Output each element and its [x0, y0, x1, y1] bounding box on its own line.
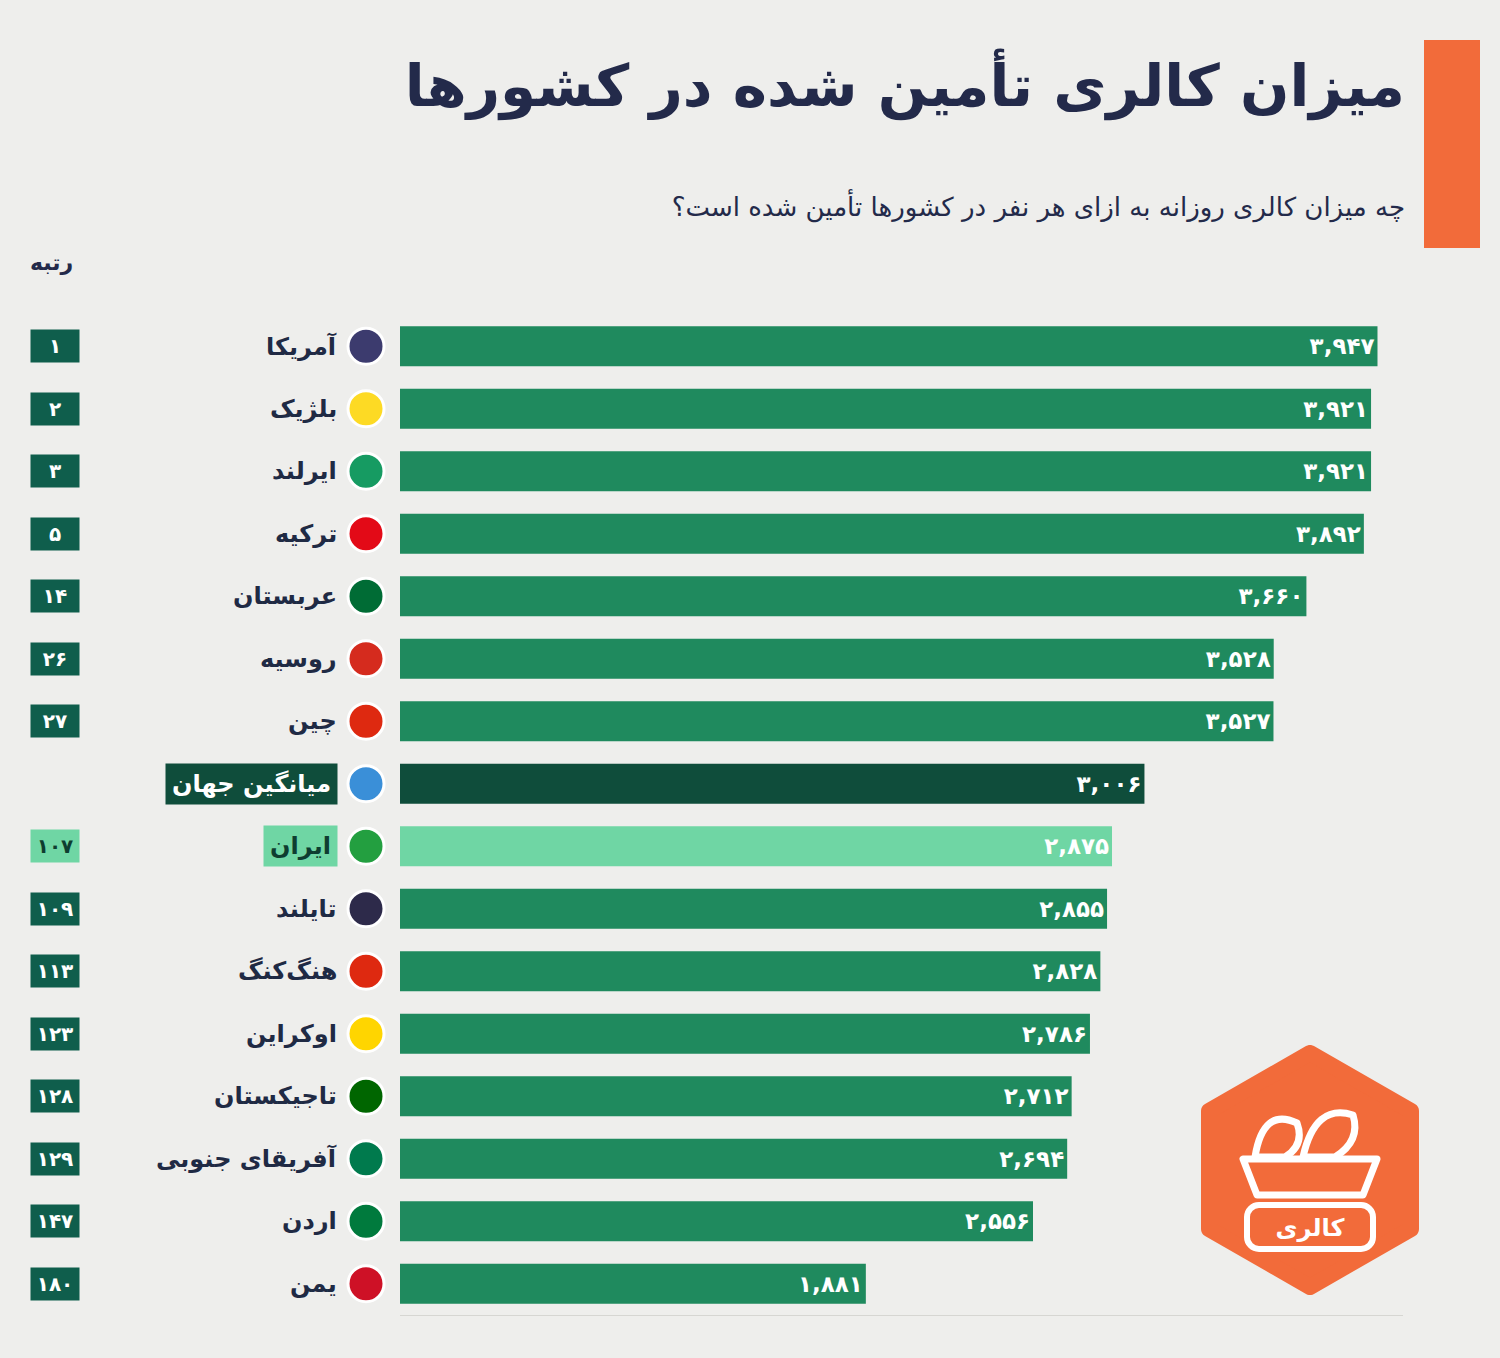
svg-text:کالری: کالری — [1276, 1214, 1345, 1242]
svg-text:بلژیک: بلژیک — [270, 395, 337, 423]
svg-text:۱۸۰: ۱۸۰ — [37, 1272, 74, 1296]
svg-text:۳,۵۲۸: ۳,۵۲۸ — [1206, 646, 1271, 672]
svg-text:۳,۵۲۷: ۳,۵۲۷ — [1206, 708, 1271, 734]
svg-text:۱,۸۸۱: ۱,۸۸۱ — [798, 1271, 863, 1297]
svg-text:ترکیه: ترکیه — [275, 520, 337, 548]
svg-text:۲,۸۵۵: ۲,۸۵۵ — [1039, 896, 1104, 922]
svg-text:۳,۹۲۱: ۳,۹۲۱ — [1303, 396, 1368, 422]
svg-text:۱: ۱ — [49, 334, 61, 358]
svg-text:۲,۷۱۲: ۲,۷۱۲ — [1004, 1083, 1069, 1109]
svg-text:۲,۵۵۶: ۲,۵۵۶ — [965, 1208, 1030, 1234]
svg-text:۱۰۹: ۱۰۹ — [37, 897, 74, 921]
svg-text:۵: ۵ — [49, 522, 61, 546]
svg-text:۱۴۷: ۱۴۷ — [37, 1209, 74, 1233]
svg-text:آمریکا: آمریکا — [266, 332, 337, 361]
svg-text:آفریقای جنوبی: آفریقای جنوبی — [156, 1144, 337, 1173]
svg-text:۲,۸۷۵: ۲,۸۷۵ — [1044, 833, 1109, 859]
svg-text:۲,۸۲۸: ۲,۸۲۸ — [1032, 958, 1097, 984]
svg-text:۱۲۹: ۱۲۹ — [37, 1147, 74, 1171]
svg-text:ایران: ایران — [270, 832, 331, 860]
svg-text:۱۴: ۱۴ — [43, 584, 67, 608]
svg-text:میانگین جهان: میانگین جهان — [172, 770, 331, 798]
svg-text:۱۱۳: ۱۱۳ — [37, 959, 74, 983]
svg-text:۳,۶۶۰: ۳,۶۶۰ — [1239, 583, 1304, 609]
svg-text:۲۶: ۲۶ — [43, 647, 67, 671]
svg-text:تایلند: تایلند — [276, 895, 337, 923]
svg-text:۲,۶۹۴: ۲,۶۹۴ — [999, 1146, 1064, 1172]
svg-text:۲۷: ۲۷ — [43, 709, 67, 733]
svg-text:۳,۰۰۶: ۳,۰۰۶ — [1077, 771, 1142, 797]
svg-text:۲,۷۸۶: ۲,۷۸۶ — [1022, 1021, 1087, 1047]
svg-text:۳,۹۲۱: ۳,۹۲۱ — [1303, 458, 1368, 484]
svg-text:۱۲۳: ۱۲۳ — [37, 1022, 74, 1046]
svg-text:اوکراین: اوکراین — [246, 1020, 337, 1048]
svg-text:یمن: یمن — [290, 1270, 337, 1298]
svg-text:۳,۹۴۷: ۳,۹۴۷ — [1310, 333, 1375, 359]
svg-text:۳: ۳ — [49, 459, 61, 483]
svg-text:اردن: اردن — [282, 1207, 337, 1235]
svg-text:۱۰۷: ۱۰۷ — [37, 834, 74, 858]
svg-text:۳,۸۹۲: ۳,۸۹۲ — [1296, 521, 1361, 547]
svg-text:۲: ۲ — [49, 397, 61, 421]
svg-text:هنگ‌کنگ: هنگ‌کنگ — [238, 957, 337, 985]
html-text:چه میزان کالری روزانه به ازای: چه میزان کالری روزانه به ازای هر نفر در … — [671, 192, 1405, 222]
svg-text:روسیه: روسیه — [260, 645, 337, 673]
svg-text:تاجیکستان: تاجیکستان — [214, 1082, 337, 1110]
html-text:میزان کالری تأمین شده در کشوره: میزان کالری تأمین شده در کشورها — [404, 52, 1405, 120]
svg-text:۱۲۸: ۱۲۸ — [37, 1084, 74, 1108]
svg-text:عربستان: عربستان — [233, 582, 337, 610]
html-text:رتبه: رتبه — [30, 250, 74, 275]
svg-text:چین: چین — [288, 707, 337, 735]
svg-text:ایرلند: ایرلند — [272, 457, 337, 485]
